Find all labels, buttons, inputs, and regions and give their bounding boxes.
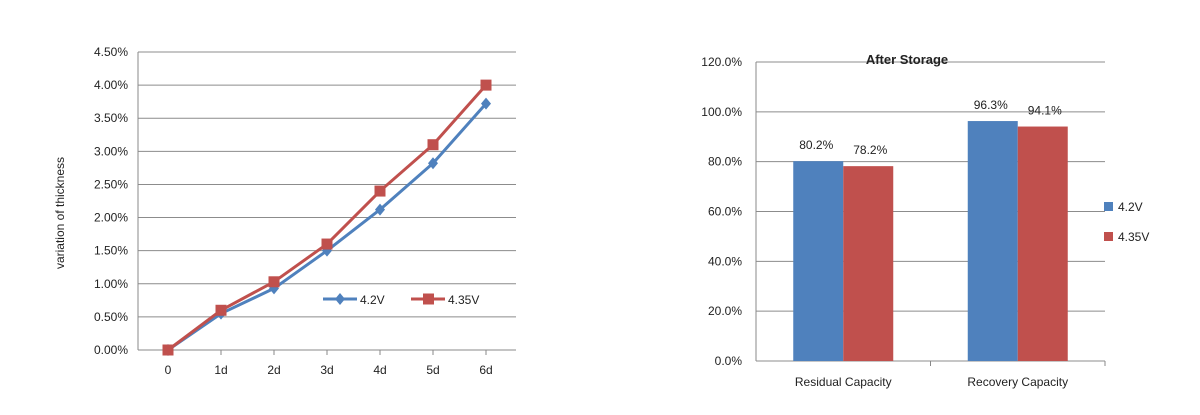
line-chart-y-tick: 0.00% (94, 343, 128, 357)
data-point-4.2V-5d (428, 157, 438, 170)
bar-data-label-4.2V-Residual Capacity: 80.2% (799, 138, 833, 152)
bar-chart-title: After Storage (866, 52, 948, 67)
line-chart-series (162, 79, 492, 356)
line-chart-x-tick-labels: 0 1d 2d 3d 4d 5d 6d (165, 363, 493, 377)
bar-chart-y-tick-labels: 0.0% 20.0% 40.0% 60.0% 80.0% 100.0% 120.0% (701, 55, 742, 368)
line-chart-y-tick: 4.00% (94, 78, 128, 92)
after-storage-bar-chart: 0.0% 20.0% 40.0% 60.0% 80.0% 100.0% 120.0% Res… (701, 52, 1149, 389)
data-point-4.35V-4d (374, 185, 386, 197)
bar-chart-category-labels: Residual Capacity Recovery Capacity (795, 375, 1068, 389)
line-chart-x-tick: 5d (426, 363, 439, 377)
bar-chart-y-tick: 100.0% (701, 105, 742, 119)
bar-chart-category-label: Recovery Capacity (967, 375, 1068, 389)
bar-4.2V-Residual Capacity (793, 161, 844, 361)
line-chart-y-tick: 3.50% (94, 111, 128, 125)
line-chart-x-tick: 1d (214, 363, 227, 377)
bar-4.35V-Residual Capacity (843, 166, 894, 361)
line-chart-legend: 4.2V 4.35V (323, 293, 479, 307)
legend-marker-4.2V (335, 293, 345, 305)
bar-chart-y-tick: 40.0% (708, 254, 742, 268)
line-chart-y-tick: 1.00% (94, 277, 128, 291)
legend-label-4.2V: 4.2V (1118, 200, 1143, 214)
line-chart-y-tick: 2.50% (94, 177, 128, 191)
bar-chart-y-tick: 120.0% (701, 55, 742, 69)
bar-chart-category-label: Residual Capacity (795, 375, 892, 389)
line-chart-y-tick-labels: 0.00% 0.50% 1.00% 1.50% 2.00% 2.50% 3.00% 3.50%… (94, 45, 128, 357)
data-point-4.35V-1d (215, 304, 227, 316)
bar-4.35V-Recovery Capacity (1017, 126, 1068, 361)
legend-swatch-4.2V (1104, 202, 1113, 211)
line-chart-x-tick: 0 (165, 363, 172, 377)
bar-chart-y-tick: 60.0% (708, 205, 742, 219)
line-chart-y-tick: 3.00% (94, 144, 128, 158)
line-chart-y-tick: 1.50% (94, 244, 128, 258)
bar-chart-y-tick: 80.0% (708, 155, 742, 169)
line-chart-x-tick: 6d (479, 363, 492, 377)
data-point-4.35V-2d (268, 276, 280, 288)
line-chart-y-tick: 0.50% (94, 310, 128, 324)
line-chart-y-axis-label: variation of thickness (53, 157, 67, 269)
line-chart-y-tick: 4.50% (94, 45, 128, 59)
data-point-4.2V-6d (481, 97, 491, 110)
data-point-4.2V-4d (375, 203, 385, 216)
legend-label-4.2V: 4.2V (360, 293, 385, 307)
legend-marker-4.35V (423, 293, 434, 305)
bar-chart-legend: 4.2V 4.35V (1104, 200, 1149, 244)
line-chart-x-tick: 4d (373, 363, 386, 377)
data-point-4.35V-0 (162, 344, 174, 356)
line-chart-gridlines (137, 51, 516, 355)
bar-data-label-4.35V-Recovery Capacity: 94.1% (1028, 104, 1062, 118)
line-chart-y-tick: 2.00% (94, 211, 128, 225)
line-chart-x-tick: 2d (267, 363, 280, 377)
legend-label-4.35V: 4.35V (448, 293, 479, 307)
bar-chart-y-tick: 20.0% (708, 304, 742, 318)
bar-chart-bars (793, 121, 1068, 362)
data-point-4.35V-6d (480, 79, 492, 91)
data-point-4.35V-5d (427, 139, 439, 151)
bar-chart-y-tick: 0.0% (715, 354, 743, 368)
bar-data-label-4.2V-Recovery Capacity: 96.3% (974, 98, 1008, 112)
thickness-line-chart: 0.00% 0.50% 1.00% 1.50% 2.00% 2.50% 3.00% 3.50%… (53, 45, 516, 377)
legend-swatch-4.35V (1104, 232, 1113, 241)
legend-label-4.35V: 4.35V (1118, 230, 1149, 244)
bar-4.2V-Recovery Capacity (967, 121, 1018, 362)
data-point-4.35V-3d (321, 238, 333, 250)
line-chart-x-tick: 3d (320, 363, 333, 377)
bar-chart-data-labels: 80.2% 78.2% 96.3% 94.1% (799, 98, 1062, 157)
bar-data-label-4.35V-Residual Capacity: 78.2% (853, 143, 887, 157)
